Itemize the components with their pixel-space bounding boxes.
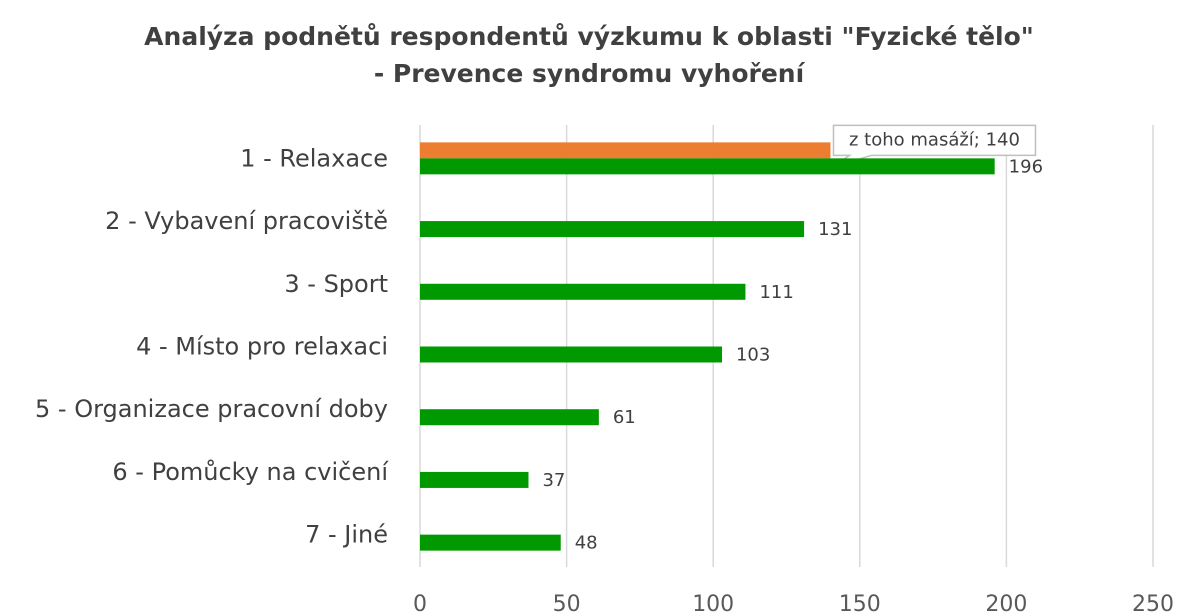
data-label: 61 bbox=[613, 407, 636, 428]
data-label: 131 bbox=[818, 219, 852, 240]
x-tick-label: 50 bbox=[553, 592, 581, 613]
x-tick-label: 250 bbox=[1132, 592, 1174, 613]
x-tick-label: 100 bbox=[692, 592, 734, 613]
bar bbox=[420, 283, 746, 300]
data-label: 196 bbox=[1009, 156, 1043, 177]
bar bbox=[420, 221, 805, 238]
data-label: 103 bbox=[736, 345, 770, 366]
chart-title: - Prevence syndromu vyhoření bbox=[374, 59, 806, 88]
data-label: 48 bbox=[575, 533, 598, 554]
bar bbox=[420, 471, 529, 488]
y-tick-label: 1 - Relaxace bbox=[240, 144, 388, 172]
x-tick-label: 150 bbox=[839, 592, 881, 613]
data-label: 37 bbox=[542, 470, 565, 491]
data-label: 111 bbox=[759, 282, 793, 303]
bar bbox=[420, 346, 722, 363]
x-tick-label: 200 bbox=[985, 592, 1027, 613]
bar bbox=[420, 142, 831, 159]
chart-title: Analýza podnětů respondentů výzkumu k ob… bbox=[144, 22, 1034, 51]
bar bbox=[420, 409, 599, 426]
y-tick-label: 3 - Sport bbox=[284, 270, 388, 298]
y-tick-label: 4 - Místo pro relaxaci bbox=[136, 333, 388, 361]
x-tick-label: 0 bbox=[413, 592, 427, 613]
y-tick-label: 6 - Pomůcky na cvičení bbox=[112, 458, 389, 486]
bar bbox=[420, 158, 995, 175]
y-tick-label: 7 - Jiné bbox=[305, 521, 388, 549]
y-tick-label: 5 - Organizace pracovní doby bbox=[35, 395, 388, 423]
bar bbox=[420, 534, 561, 551]
y-tick-label: 2 - Vybavení pracoviště bbox=[105, 207, 388, 235]
data-label: z toho masáží; 140 bbox=[849, 129, 1020, 150]
